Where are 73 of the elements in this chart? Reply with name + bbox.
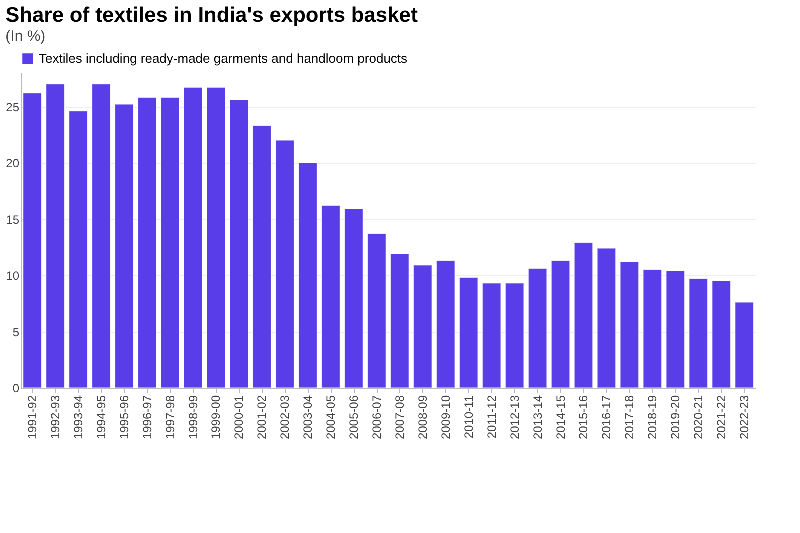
x-tick-label: 2014-15 (554, 395, 568, 440)
x-tick-label: 2020-21 (692, 395, 706, 440)
bar (68, 110, 88, 388)
x-tick-label: 2022-23 (738, 395, 752, 440)
x-tick-label: 2010-11 (462, 395, 476, 439)
x-tick-label: 1991-92 (25, 395, 40, 440)
x-tick-label: 1999-00 (209, 395, 224, 440)
bar (46, 84, 66, 388)
x-tick-label: 2007-08 (392, 395, 407, 440)
x-tick-label: 2002-03 (278, 395, 292, 440)
x-tick-label: 1996-97 (140, 395, 154, 440)
bar (643, 269, 662, 388)
bar (321, 205, 341, 388)
y-tick-label: 10 (6, 269, 20, 283)
bar (551, 260, 570, 388)
bar (230, 100, 249, 388)
bar (413, 264, 433, 388)
x-tick-label: 2016-17 (600, 395, 614, 440)
x-tick-label: 2000-01 (232, 395, 246, 440)
x-tick-label: 2003-04 (301, 395, 316, 440)
x-tick-label: 2004-05 (324, 395, 338, 440)
bar (459, 277, 478, 388)
bar (344, 208, 364, 388)
x-tick-label: 2006-07 (370, 395, 384, 440)
bar (22, 92, 42, 388)
x-tick-label: 2018-19 (646, 395, 660, 440)
x-tick-label: 2005-06 (347, 395, 362, 440)
bar (298, 162, 318, 388)
bar (160, 97, 180, 388)
y-tick-label: 20 (6, 156, 20, 170)
x-tick-label: 2019-20 (668, 395, 683, 440)
x-tick-label: 2012-13 (508, 395, 522, 440)
bar (92, 84, 111, 388)
legend-label: Textiles including ready-made garments and handloom products (39, 51, 408, 66)
y-tick-label: 0 (12, 382, 20, 396)
y-tick-label: 25 (6, 100, 20, 114)
bar (574, 242, 594, 388)
bar (666, 270, 686, 388)
x-tick-label: 1995-96 (117, 395, 132, 440)
x-tick-label: 1994-95 (94, 395, 108, 440)
bar (597, 248, 616, 388)
x-tick-label: 2015-16 (576, 395, 591, 440)
bar (734, 302, 754, 388)
x-tick-label: 2001-02 (255, 395, 270, 440)
bar (620, 262, 640, 388)
x-tick-label: 1992-93 (48, 395, 62, 440)
bar (252, 125, 272, 388)
x-tick-label: 2013-14 (530, 395, 545, 440)
x-tick-label: 1998-99 (186, 395, 200, 440)
bar (206, 87, 226, 388)
bar (138, 97, 157, 388)
chart-title: Share of textiles in India's exports basket (6, 4, 418, 27)
bar (505, 282, 524, 388)
bar (390, 254, 410, 388)
x-tick-label: 1993-94 (71, 395, 86, 440)
x-tick-label: 2011-12 (484, 395, 499, 439)
bar (367, 233, 387, 388)
chart-subtitle: (In %) (6, 28, 46, 45)
bar (436, 260, 456, 388)
x-tick-label: 2017-18 (622, 395, 637, 440)
x-tick-label: 1997-98 (163, 395, 178, 440)
bar (114, 104, 134, 388)
x-tick-label: 2021-22 (714, 395, 729, 440)
x-tick-label: 2009-10 (438, 395, 453, 440)
y-tick-label: 15 (6, 212, 20, 227)
bar (184, 87, 203, 388)
bar (528, 268, 548, 388)
x-tick-label: 2008-09 (416, 395, 430, 440)
y-tick-label: 5 (12, 325, 20, 340)
bar (276, 140, 295, 388)
bar (688, 278, 708, 388)
bar (482, 282, 502, 388)
bar (712, 280, 732, 388)
